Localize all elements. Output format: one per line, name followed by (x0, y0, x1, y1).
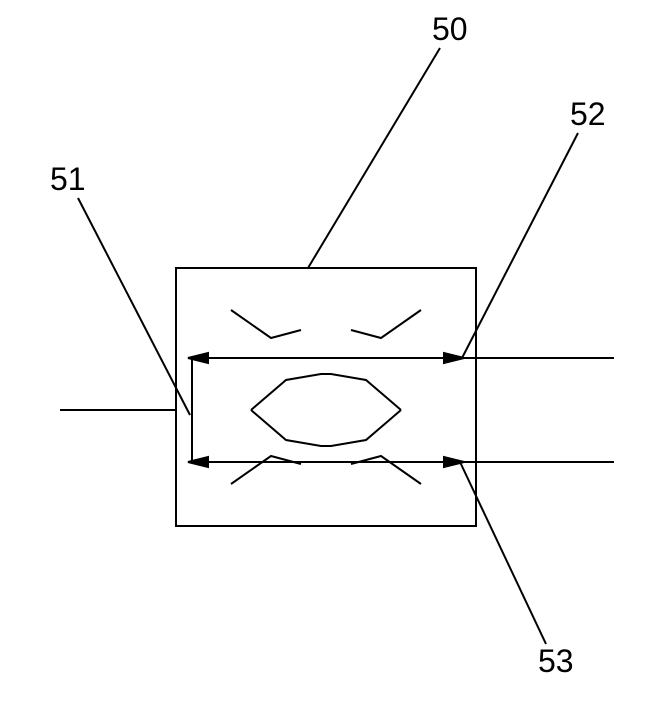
technical-diagram: 50 52 51 53 (0, 0, 672, 704)
spring-top-left (231, 310, 301, 338)
spring-mid-lower (251, 410, 401, 446)
leader-51 (78, 198, 190, 415)
label-51: 51 (50, 161, 86, 197)
arrowhead (444, 353, 464, 363)
spring-top-right (351, 310, 421, 338)
spring-mid-upper (251, 374, 401, 410)
leader-50 (308, 48, 440, 268)
spring-bot-right (351, 456, 421, 484)
spring-bot-left (231, 456, 301, 484)
leader-53 (460, 462, 546, 644)
main-box (176, 268, 476, 526)
label-50: 50 (432, 11, 468, 47)
label-53: 53 (538, 643, 574, 679)
leader-52 (462, 133, 578, 358)
label-52: 52 (570, 96, 606, 132)
